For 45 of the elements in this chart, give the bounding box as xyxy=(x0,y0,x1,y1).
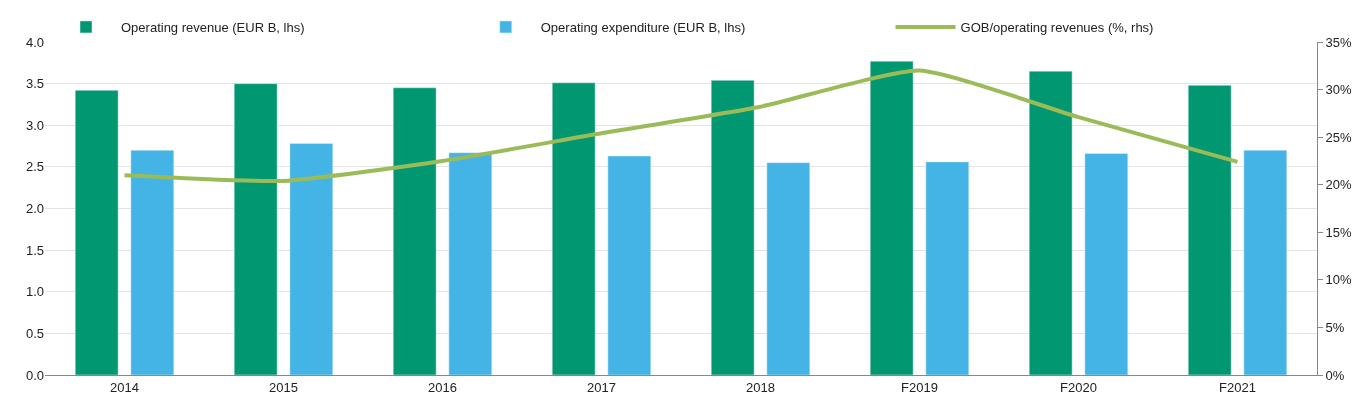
x-tick-label: 2016 xyxy=(428,379,457,395)
bar xyxy=(551,82,596,375)
y-tick-label: 3.5 xyxy=(25,76,44,92)
bar xyxy=(1187,85,1232,375)
bar xyxy=(233,83,278,375)
bar xyxy=(392,87,437,375)
x-tick-label: 2018 xyxy=(746,379,775,395)
y-tick-label: 3.0 xyxy=(25,117,44,133)
legend-label: GOB/operating revenues (%, rhs) xyxy=(960,20,1154,36)
y2-tick-label: 35% xyxy=(1325,34,1353,50)
y2-tick-label: 15% xyxy=(1325,224,1353,240)
y2-tick-label: 0% xyxy=(1325,367,1345,383)
bar xyxy=(448,152,493,375)
bar xyxy=(289,143,334,375)
y-tick-label: 0.5 xyxy=(25,325,44,341)
x-tick-label: 2017 xyxy=(587,379,616,395)
y-tick-label: 2.0 xyxy=(25,201,44,217)
x-tick-label: F2021 xyxy=(1219,379,1256,395)
bar xyxy=(74,90,119,375)
y-tick-label: 1.0 xyxy=(25,284,44,300)
x-tick-label: 2014 xyxy=(110,379,139,395)
y2-tick-label: 25% xyxy=(1325,129,1353,145)
legend-label: Operating expenditure (EUR B, lhs) xyxy=(540,20,746,36)
y-tick-label: 1.5 xyxy=(25,242,44,258)
y2-tick-label: 30% xyxy=(1325,82,1353,98)
bar xyxy=(1084,153,1129,375)
x-tick-label: 2015 xyxy=(269,379,298,395)
y2-tick-label: 20% xyxy=(1325,177,1353,193)
bar xyxy=(607,155,652,375)
y-tick-label: 0.0 xyxy=(25,367,44,383)
bar xyxy=(1243,149,1288,375)
y2-tick-label: 10% xyxy=(1325,272,1353,288)
x-tick-label: F2019 xyxy=(901,379,938,395)
y-tick-label: 4.0 xyxy=(25,34,44,50)
bar xyxy=(1028,70,1073,375)
bar xyxy=(130,149,175,375)
bar xyxy=(710,80,755,375)
line-series xyxy=(122,68,1240,184)
bar xyxy=(869,60,914,375)
bar xyxy=(766,162,811,375)
y-tick-label: 2.5 xyxy=(25,159,44,175)
legend-label: Operating revenue (EUR B, lhs) xyxy=(121,20,305,36)
bar xyxy=(925,161,970,375)
y2-tick-label: 5% xyxy=(1325,319,1345,335)
x-tick-label: F2020 xyxy=(1060,379,1097,395)
